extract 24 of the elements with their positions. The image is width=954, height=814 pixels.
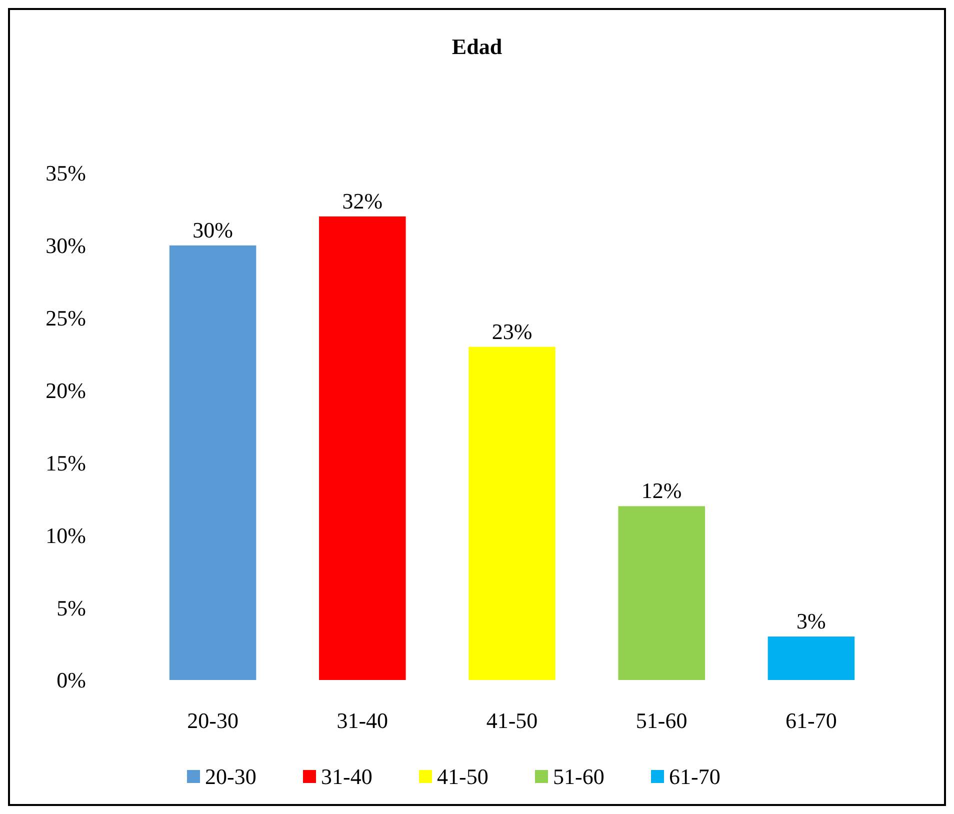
data-label: 3% — [796, 608, 826, 634]
data-label: 30% — [192, 217, 233, 242]
y-tick-label: 15% — [46, 450, 86, 476]
legend-label: 20-30 — [205, 764, 256, 789]
x-tick-label: 31-40 — [336, 708, 388, 733]
chart-title: Edad — [452, 34, 502, 59]
x-tick-label: 20-30 — [187, 708, 238, 733]
data-label: 23% — [492, 318, 532, 344]
x-tick-label: 61-70 — [786, 708, 837, 733]
y-tick-label: 30% — [46, 233, 86, 258]
legend-label: 31-40 — [321, 764, 372, 789]
y-tick-label: 10% — [46, 522, 86, 548]
y-tick-label: 0% — [56, 668, 86, 693]
legend-label: 41-50 — [437, 764, 488, 789]
data-label: 12% — [641, 478, 682, 504]
x-tick-label: 51-60 — [636, 708, 688, 733]
legend-label: 51-60 — [553, 764, 604, 789]
data-label: 32% — [342, 188, 383, 214]
y-tick-label: 5% — [56, 595, 86, 620]
y-tick-label: 35% — [46, 160, 86, 186]
x-tick-label: 41-50 — [486, 708, 538, 733]
y-tick-label: 25% — [46, 306, 86, 331]
legend-label: 61-70 — [669, 764, 720, 789]
y-tick-label: 20% — [46, 378, 86, 403]
